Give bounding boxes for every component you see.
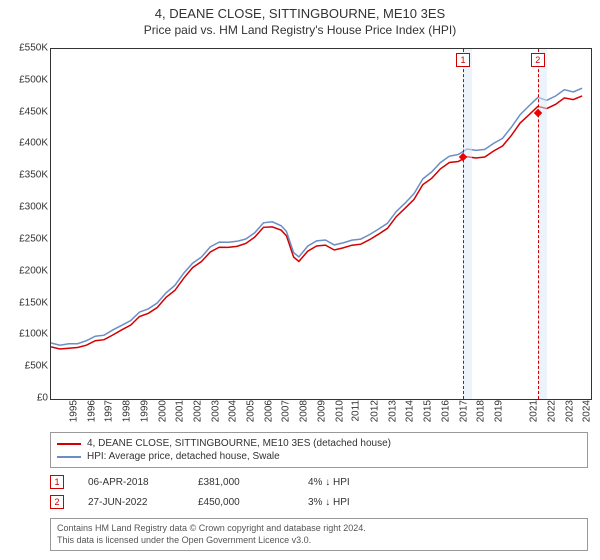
sale-row: 106-APR-2018£381,0004% ↓ HPI: [50, 472, 394, 492]
legend-item: HPI: Average price, detached house, Swal…: [57, 450, 581, 463]
chart-subtitle: Price paid vs. HM Land Registry's House …: [0, 21, 600, 43]
line-chart: [51, 49, 591, 399]
chart-container: 4, DEANE CLOSE, SITTINGBOURNE, ME10 3ES …: [0, 0, 600, 560]
sale-row: 227-JUN-2022£450,0003% ↓ HPI: [50, 492, 394, 512]
plot-area: 12: [50, 48, 592, 400]
footer-line2: This data is licensed under the Open Gov…: [57, 535, 581, 547]
legend: 4, DEANE CLOSE, SITTINGBOURNE, ME10 3ES …: [50, 432, 588, 468]
footer-attribution: Contains HM Land Registry data © Crown c…: [50, 518, 588, 551]
sales-table: 106-APR-2018£381,0004% ↓ HPI227-JUN-2022…: [50, 472, 394, 512]
chart-title: 4, DEANE CLOSE, SITTINGBOURNE, ME10 3ES: [0, 0, 600, 21]
footer-line1: Contains HM Land Registry data © Crown c…: [57, 523, 581, 535]
legend-item: 4, DEANE CLOSE, SITTINGBOURNE, ME10 3ES …: [57, 437, 581, 450]
